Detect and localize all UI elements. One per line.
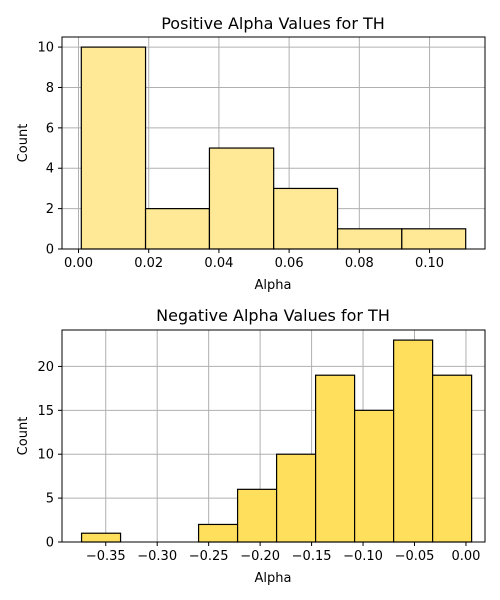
y-tick-label: 0: [46, 536, 54, 551]
y-tick-label: 2: [46, 202, 54, 217]
histogram-bar: [197, 523, 239, 543]
x-tick-label: 0.08: [345, 256, 374, 271]
chart-1-plot-frame: [61, 36, 486, 250]
x-tick-label: −0.30: [137, 549, 177, 564]
chart-1-title: Positive Alpha Values for TH: [161, 14, 385, 33]
chart-1-x-ticks: 0.00 0.02 0.04 0.06 0.08 0.10: [64, 249, 444, 271]
x-tick-label: 0.00: [451, 549, 480, 564]
chart-1-x-axis-label: Alpha: [255, 278, 292, 293]
chart-2-plot-frame: [61, 329, 486, 543]
y-tick-label: 8: [46, 81, 54, 96]
histogram-bar: [80, 46, 147, 250]
chart-2-x-axis-label: Alpha: [255, 571, 292, 586]
histogram-bar: [314, 374, 356, 543]
chart-1-y-axis-label: Count: [16, 124, 31, 163]
y-tick-label: 5: [46, 492, 54, 507]
chart-positive-alpha: Positive Alpha Values for TH 0.00 0.02 0.0…: [16, 14, 486, 293]
histogram-bar: [432, 374, 473, 543]
y-tick-label: 4: [46, 162, 54, 177]
y-tick-label: 10: [37, 448, 54, 463]
x-tick-label: 0.00: [64, 256, 93, 271]
chart-2-y-ticks: 0 5 10 15 20: [37, 360, 62, 551]
histogram-bar: [393, 339, 434, 543]
x-tick-label: 0.04: [204, 256, 233, 271]
y-tick-label: 0: [46, 243, 54, 258]
x-tick-label: −0.25: [189, 549, 229, 564]
histogram-bar: [236, 488, 278, 543]
histogram-bar: [144, 208, 211, 250]
x-tick-label: 0.02: [134, 256, 163, 271]
chart-1-bars: [80, 46, 467, 250]
histogram-bar: [275, 453, 317, 543]
x-tick-label: −0.10: [343, 549, 383, 564]
histogram-bar: [273, 187, 339, 250]
chart-negative-alpha: Negative Alpha Values for TH −0.35 −0.30−…: [16, 306, 486, 586]
chart-2-bars: [80, 339, 473, 543]
chart-2-title: Negative Alpha Values for TH: [156, 306, 390, 325]
chart-1-y-ticks: 0 2 4 6 8 10: [37, 41, 62, 258]
x-tick-label: 0.06: [275, 256, 304, 271]
y-tick-label: 20: [37, 360, 54, 375]
x-tick-label: −0.05: [395, 549, 435, 564]
x-tick-label: −0.35: [86, 549, 126, 564]
chart-2-x-ticks: −0.35 −0.30 −0.25 −0.20 −0.15 −0.10 −0.05 0.00: [86, 542, 480, 564]
x-tick-label: −0.15: [292, 549, 332, 564]
y-tick-label: 15: [37, 404, 54, 419]
x-tick-label: 0.10: [415, 256, 444, 271]
y-tick-label: 10: [37, 41, 54, 56]
x-tick-label: −0.20: [240, 549, 280, 564]
histogram-bar: [401, 228, 467, 250]
histogram-bar: [354, 409, 395, 543]
histogram-bar: [80, 532, 122, 543]
histogram-bar: [208, 147, 275, 250]
y-tick-label: 6: [46, 121, 54, 136]
chart-2-y-axis-label: Count: [16, 417, 31, 456]
histogram-bar: [336, 228, 403, 250]
